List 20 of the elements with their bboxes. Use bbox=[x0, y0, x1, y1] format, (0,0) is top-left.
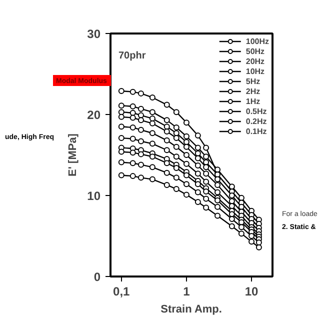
y-tick-label: 0 bbox=[94, 270, 101, 284]
legend-label: 20Hz bbox=[246, 56, 266, 66]
legend-label: 0.5Hz bbox=[246, 106, 267, 116]
legend-label: 5Hz bbox=[246, 76, 262, 86]
y-axis-title: E' [MPa] bbox=[67, 133, 80, 176]
legend-label: 0.2Hz bbox=[246, 116, 267, 126]
legend-label: 10Hz bbox=[246, 66, 266, 76]
legend-label: 2Hz bbox=[246, 86, 262, 96]
x-axis-title: Strain Amp. bbox=[160, 304, 222, 316]
text: 70phr bbox=[118, 50, 146, 62]
y-tick-label: 20 bbox=[87, 108, 101, 122]
y-tick-label: 30 bbox=[87, 27, 101, 41]
x-tick-label: 10 bbox=[244, 284, 259, 298]
x-tick-label: 0,1 bbox=[113, 284, 130, 298]
legend-label: 1Hz bbox=[246, 96, 262, 106]
legend-label: 50Hz bbox=[246, 46, 266, 56]
y-tick-label: 10 bbox=[87, 189, 101, 203]
legend-label: 0.1Hz bbox=[246, 126, 267, 136]
legend-label: 100Hz bbox=[246, 36, 269, 46]
x-tick-label: 1 bbox=[183, 284, 190, 298]
